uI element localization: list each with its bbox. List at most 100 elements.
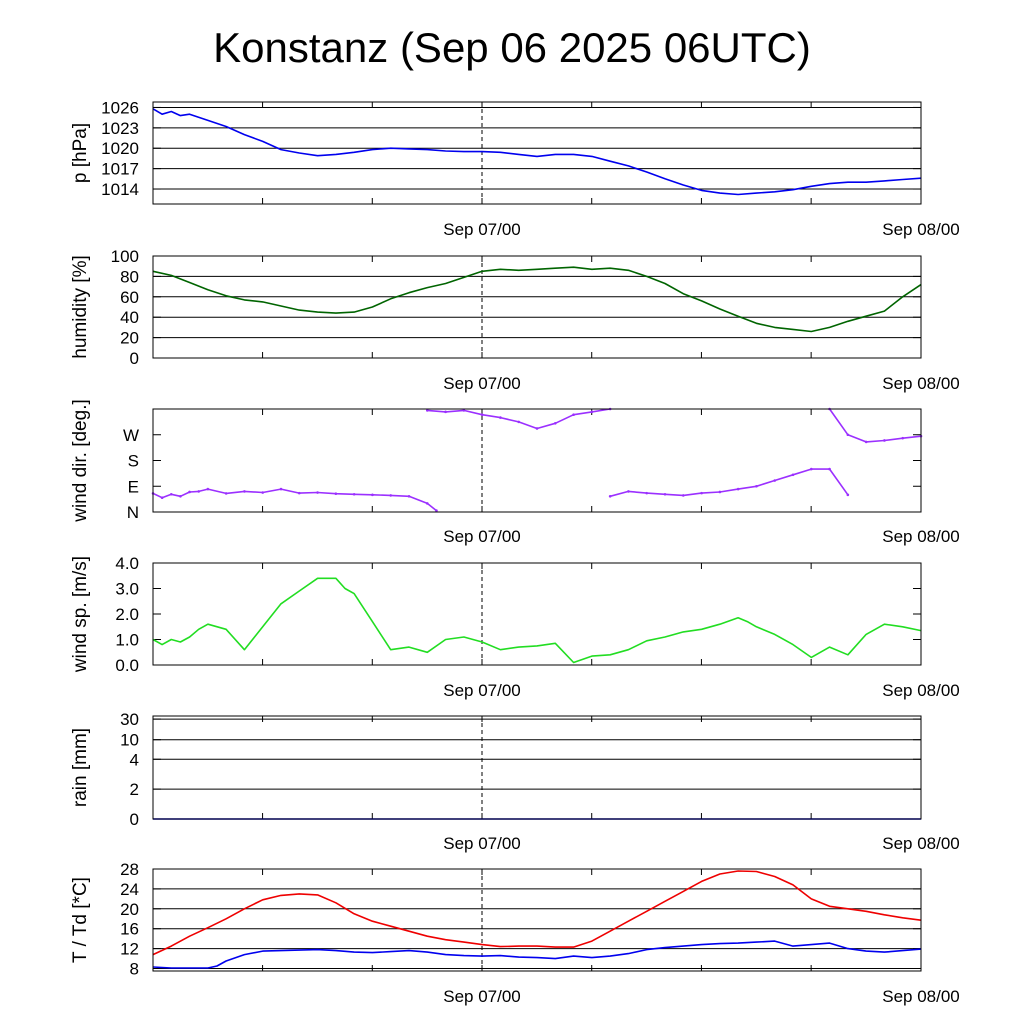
y-tick-label: 0.0 (115, 656, 139, 675)
y-tick-label: 24 (120, 880, 139, 899)
data-point (197, 490, 201, 493)
y-axis-label: humidity [%] (70, 255, 91, 358)
data-point (700, 491, 703, 495)
data-point (627, 490, 630, 493)
data-point (435, 509, 438, 512)
y-tick-label: 1.0 (115, 631, 139, 650)
y-tick-label: 16 (120, 920, 139, 939)
series-line-1 (152, 266, 922, 333)
data-point (864, 440, 868, 444)
y-tick-label: 28 (120, 860, 139, 879)
y-axis-label: rain [mm] (70, 728, 91, 807)
series-line-1 (828, 408, 922, 443)
y-tick-label: 4.0 (115, 554, 139, 573)
series-line-1 (152, 577, 922, 664)
series-line-1 (427, 408, 611, 430)
y-tick-label: 1026 (101, 98, 139, 117)
y-tick-label: 1020 (101, 139, 139, 158)
data-point (681, 494, 685, 497)
data-point (179, 494, 182, 498)
data-point (755, 484, 758, 488)
y-tick-label: 30 (120, 710, 139, 729)
panel-4: 0.0 1.0 2.0 3.0 4.0 Sep 07/00 Sep 08/00 wind sp… (70, 554, 960, 700)
y-axis-label: wind sp. [m/s] (70, 556, 91, 673)
x-tick-label: Sep 07/00 (443, 527, 521, 546)
y-tick-label: 100 (111, 247, 139, 266)
data-point (444, 410, 447, 414)
chart-title: Konstanz (Sep 06 2025 06UTC) (213, 24, 811, 71)
data-point (791, 473, 795, 477)
data-point (279, 487, 283, 491)
y-axis-label: p [hPa] (70, 123, 91, 183)
data-point (809, 467, 813, 471)
data-point (425, 409, 429, 412)
x-tick-label: Sep 07/00 (443, 987, 521, 1006)
series-line-1 (609, 468, 849, 498)
data-point (224, 492, 228, 495)
plot-frame (152, 715, 922, 820)
data-point (901, 436, 905, 440)
y-tick-label: 40 (120, 308, 139, 327)
data-point (206, 487, 210, 491)
x-tick-label: Sep 08/00 (882, 527, 960, 546)
data-point (425, 502, 429, 505)
x-tick-label: Sep 07/00 (443, 681, 521, 700)
y-tick-label: 10 (120, 731, 139, 750)
y-tick-label: 1014 (101, 180, 139, 199)
data-point (828, 467, 831, 471)
series-line-2 (152, 940, 922, 969)
data-point (334, 492, 338, 495)
y-tick-label: 3.0 (115, 580, 139, 599)
y-tick-label: 8 (130, 960, 139, 979)
data-point (535, 427, 539, 430)
plot-frame (152, 101, 922, 205)
y-tick-label: 4 (130, 750, 139, 769)
y-tick-label: 1017 (101, 160, 139, 179)
y-tick-label: W (123, 426, 139, 445)
plot-frame (152, 868, 922, 972)
plot-frame (152, 255, 922, 359)
x-tick-label: Sep 07/00 (443, 834, 521, 853)
y-tick-label: 1023 (101, 119, 139, 138)
y-tick-label: 2 (130, 780, 139, 799)
y-tick-label: 20 (120, 329, 139, 348)
y-axis-label: T / Td [*C] (70, 877, 91, 963)
data-point (499, 416, 502, 419)
data-point (846, 493, 850, 497)
y-tick-label: 80 (120, 267, 139, 286)
data-point (718, 490, 722, 494)
y-axis-label: wind dir. [deg.] (70, 399, 91, 523)
data-point (608, 494, 612, 498)
data-point (316, 491, 319, 494)
y-tick-label: E (128, 477, 139, 496)
data-point (188, 490, 191, 494)
x-tick-label: Sep 08/00 (882, 987, 960, 1006)
data-point (590, 410, 594, 414)
panel-5: 0 2 410 30 Sep 07/00 Sep 08/00 rain [mm] (70, 710, 960, 853)
data-point (553, 422, 557, 425)
y-tick-label: 0 (130, 349, 139, 368)
y-tick-label: N (127, 503, 139, 522)
x-tick-label: Sep 07/00 (443, 220, 521, 239)
data-point (572, 413, 575, 417)
data-point (645, 491, 649, 495)
series-line-1 (152, 108, 922, 196)
data-point (389, 494, 393, 497)
data-point (846, 433, 850, 437)
data-point (480, 413, 484, 417)
y-tick-label: 12 (120, 940, 139, 959)
series-line-1 (152, 870, 922, 956)
data-point (243, 490, 246, 493)
data-point (169, 492, 173, 496)
data-point (736, 487, 740, 491)
plot-frame (152, 562, 922, 666)
series-line-1 (152, 488, 437, 512)
y-tick-label: 20 (120, 900, 139, 919)
x-tick-label: Sep 08/00 (882, 374, 960, 393)
data-point (371, 493, 374, 497)
data-point (462, 409, 466, 412)
